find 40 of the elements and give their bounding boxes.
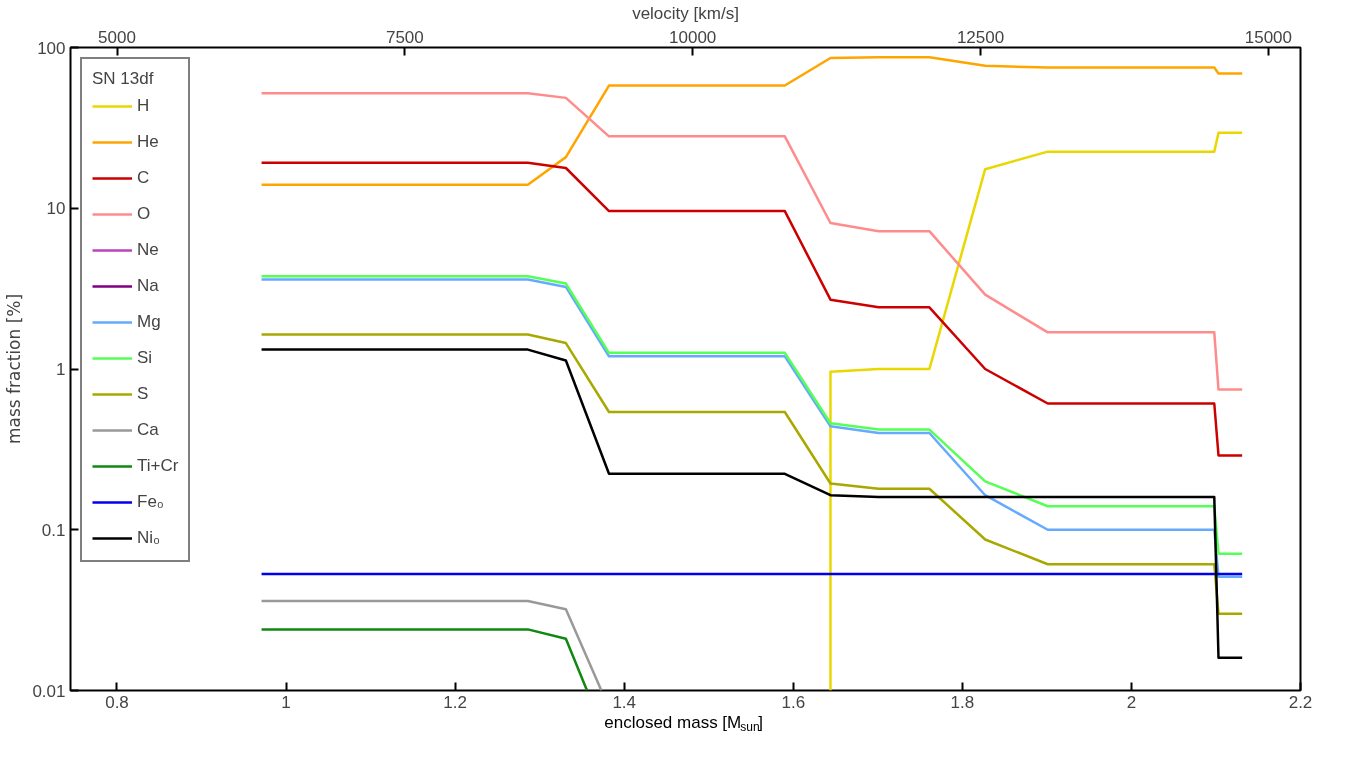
x-tick-label: 1.8 — [950, 692, 975, 712]
legend-label: Si — [137, 347, 154, 369]
y-tick-label: 0.1 — [41, 520, 66, 540]
y-tick-label: 100 — [37, 38, 66, 58]
legend-title: SN 13df — [92, 69, 155, 89]
legend-label: Ca — [137, 419, 159, 441]
x2-axis-title: velocity [km/s] — [632, 3, 739, 23]
legend-label: Ne — [137, 239, 159, 261]
legend-label: C — [137, 167, 151, 189]
y-axis-title: mass fraction [%] — [4, 293, 25, 445]
legend-label: Mg — [137, 311, 161, 333]
y-tick-label: 0.01 — [32, 681, 66, 701]
line-series — [260, 55, 1244, 187]
x2-tick-label: 15000 — [1244, 27, 1293, 47]
x-tick-label: 2 — [1126, 692, 1137, 712]
x-tick-label: 1.6 — [781, 692, 806, 712]
legend-label: Ti+Cr — [137, 455, 179, 477]
line-series — [260, 161, 1244, 457]
y-tick-label: 1 — [56, 360, 66, 379]
x2-tick-label: 5000 — [98, 27, 136, 47]
legend-label: H — [137, 95, 151, 117]
x2-tick-label: 12500 — [956, 27, 1005, 47]
legend-label: He — [137, 131, 159, 153]
x-tick-label: 1.2 — [443, 692, 467, 712]
line-series — [260, 91, 1244, 391]
legend-label: S — [137, 383, 150, 405]
x-tick-label: 1.4 — [612, 692, 637, 712]
legend-label: Ni₀ — [137, 527, 161, 549]
x-tick-label: 0.8 — [105, 692, 129, 712]
legend-label: Na — [137, 275, 159, 297]
line-series — [260, 333, 1244, 616]
x2-tick-label: 10000 — [669, 27, 717, 47]
y-tick-label: 10 — [46, 199, 66, 219]
x-tick-label: 1 — [281, 692, 291, 712]
x-tick-label: 2.2 — [1288, 692, 1313, 712]
legend-label: O — [137, 203, 152, 225]
line-series — [260, 348, 1244, 659]
legend-label: Fe₀ — [137, 491, 164, 513]
x2-tick-label: 7500 — [385, 27, 424, 47]
line-series — [829, 131, 1244, 691]
